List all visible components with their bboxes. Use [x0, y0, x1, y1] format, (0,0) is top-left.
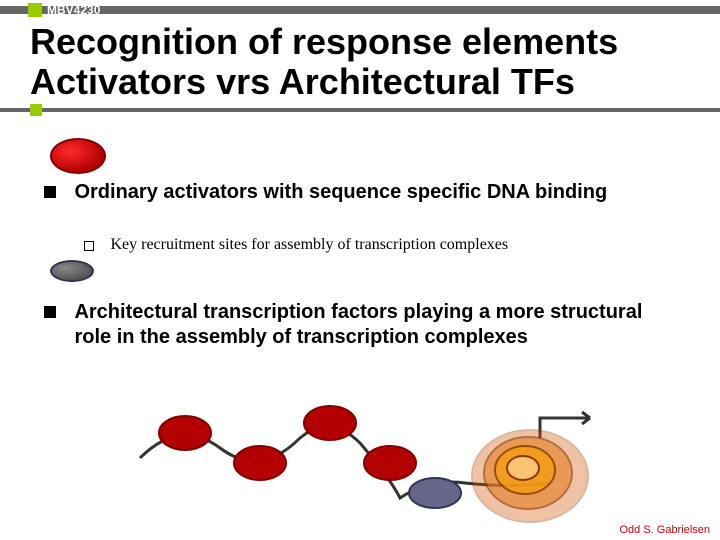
- course-code: MBV4230: [47, 3, 100, 17]
- header-band: MBV4230: [0, 0, 720, 20]
- bullet-1-sub-1-text: Key recruitment sites for assembly of tr…: [110, 236, 670, 254]
- header-stripe: [0, 6, 720, 14]
- activator-2-icon: [234, 446, 286, 480]
- bullet-1-text: Ordinary activators with sequence specif…: [74, 180, 674, 205]
- author-footer: Odd S. Gabrielsen: [620, 524, 711, 536]
- transcription-complex-icon: [472, 430, 588, 522]
- sub-bullet-marker: [84, 241, 94, 251]
- bullet-1-sub-1: Key recruitment sites for assembly of tr…: [84, 236, 684, 254]
- activator-4-icon: [364, 446, 416, 480]
- architectural-tf-blob-icon: [50, 260, 94, 282]
- bullet-1: Ordinary activators with sequence specif…: [44, 180, 684, 205]
- bullet-2-text: Architectural transcription factors play…: [74, 300, 674, 350]
- activator-1-icon: [159, 416, 211, 450]
- activator-3-icon: [304, 406, 356, 440]
- architectural-tf-on-dna-icon: [409, 478, 461, 508]
- activator-blob-icon: [50, 138, 106, 174]
- header-accent-square: [28, 3, 42, 17]
- page-title: Recognition of response elements Activat…: [30, 22, 690, 101]
- title-underline: [0, 108, 720, 112]
- bullet-marker: [44, 186, 56, 198]
- title-underline-accent: [30, 104, 42, 116]
- bullet-marker: [44, 306, 56, 318]
- transcription-complex-diagram: [130, 388, 630, 528]
- bullet-2: Architectural transcription factors play…: [44, 300, 684, 350]
